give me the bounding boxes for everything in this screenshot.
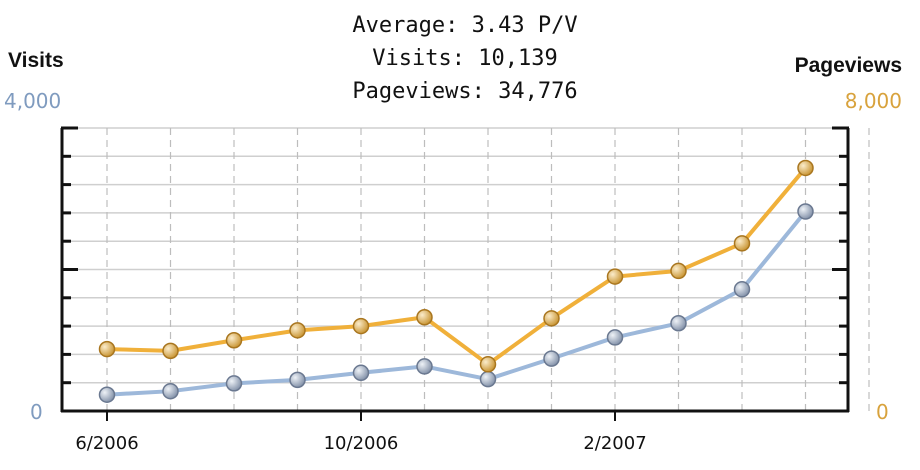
x-tick-label: 2/2007 xyxy=(583,433,646,454)
visits-point xyxy=(797,203,814,220)
visits-point xyxy=(289,371,306,389)
axes xyxy=(60,126,850,421)
pageviews-point xyxy=(543,310,560,327)
visits-series-line xyxy=(106,210,808,397)
pageviews-point xyxy=(289,322,306,339)
visits-point xyxy=(352,364,370,382)
pageviews-series-line xyxy=(106,166,808,367)
right-axis-title: Pageviews xyxy=(795,54,902,77)
pageviews-point xyxy=(670,262,687,280)
visits-point xyxy=(416,358,433,375)
series-layer xyxy=(98,159,814,403)
x-tick-label: 10/2006 xyxy=(324,433,399,454)
grid xyxy=(62,127,870,411)
left-axis-title: Visits xyxy=(8,49,64,72)
pageviews-point xyxy=(479,356,497,373)
pageviews-point xyxy=(606,268,624,285)
pageviews-point xyxy=(416,309,433,326)
right-axis-max-label: 8,000 xyxy=(845,89,902,113)
x-tick-label: 6/2006 xyxy=(75,433,138,454)
left-axis-min-label: 0 xyxy=(30,400,43,424)
summary-pageviews: Pageviews: 34,776 xyxy=(352,79,577,104)
pageviews-point xyxy=(162,342,179,360)
pageviews-point xyxy=(352,317,370,335)
pageviews-point xyxy=(98,340,116,358)
visits-point xyxy=(733,281,751,298)
summary-visits: Visits: 10,139 xyxy=(372,46,557,71)
pageviews-point xyxy=(733,235,751,252)
summary-average: Average: 3.43 P/V xyxy=(352,13,577,38)
visits-point xyxy=(606,329,624,346)
pageviews-point xyxy=(225,332,243,349)
right-axis-min-label: 0 xyxy=(876,400,889,424)
x-tick-labels: 6/2006 10/2006 2/2007 xyxy=(75,433,646,454)
left-axis-max-label: 4,000 xyxy=(4,89,61,113)
visits-point xyxy=(670,315,687,332)
visits-point xyxy=(225,375,243,392)
visits-point xyxy=(162,382,179,400)
visits-point xyxy=(543,350,560,367)
pageviews-point xyxy=(797,159,814,177)
visits-point xyxy=(479,370,497,388)
visits-point xyxy=(98,386,116,403)
